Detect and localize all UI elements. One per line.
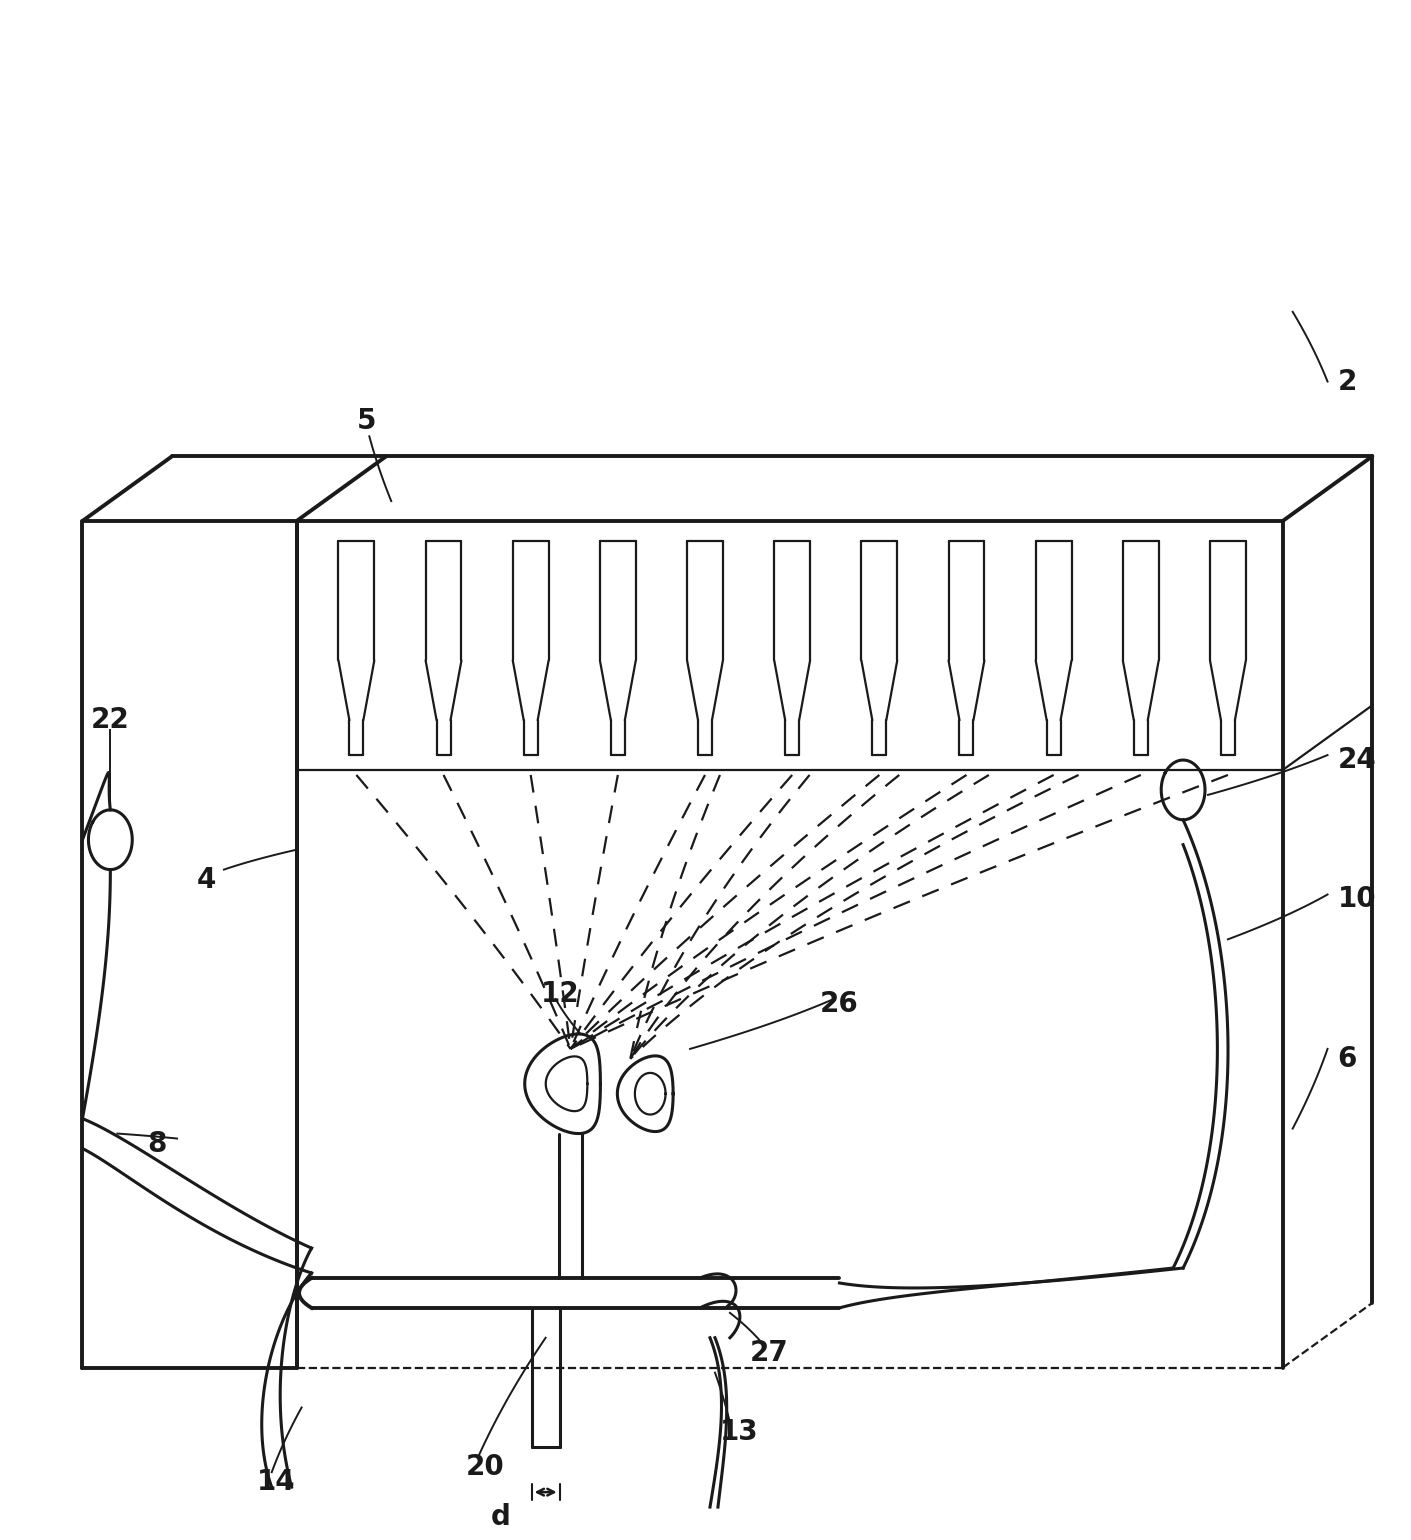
- Text: 22: 22: [90, 707, 130, 735]
- Text: 12: 12: [540, 979, 580, 1009]
- Text: 27: 27: [749, 1338, 789, 1366]
- Text: 4: 4: [198, 865, 216, 893]
- Text: 13: 13: [720, 1418, 759, 1446]
- Text: 26: 26: [820, 990, 858, 1018]
- Text: 14: 14: [257, 1468, 295, 1497]
- Text: 2: 2: [1338, 368, 1357, 396]
- Text: 5: 5: [357, 408, 375, 436]
- Text: 6: 6: [1338, 1044, 1357, 1073]
- Text: 10: 10: [1338, 885, 1376, 913]
- Text: 20: 20: [466, 1454, 505, 1481]
- Text: 8: 8: [147, 1129, 166, 1158]
- Text: d: d: [491, 1503, 511, 1531]
- Text: 24: 24: [1338, 745, 1376, 775]
